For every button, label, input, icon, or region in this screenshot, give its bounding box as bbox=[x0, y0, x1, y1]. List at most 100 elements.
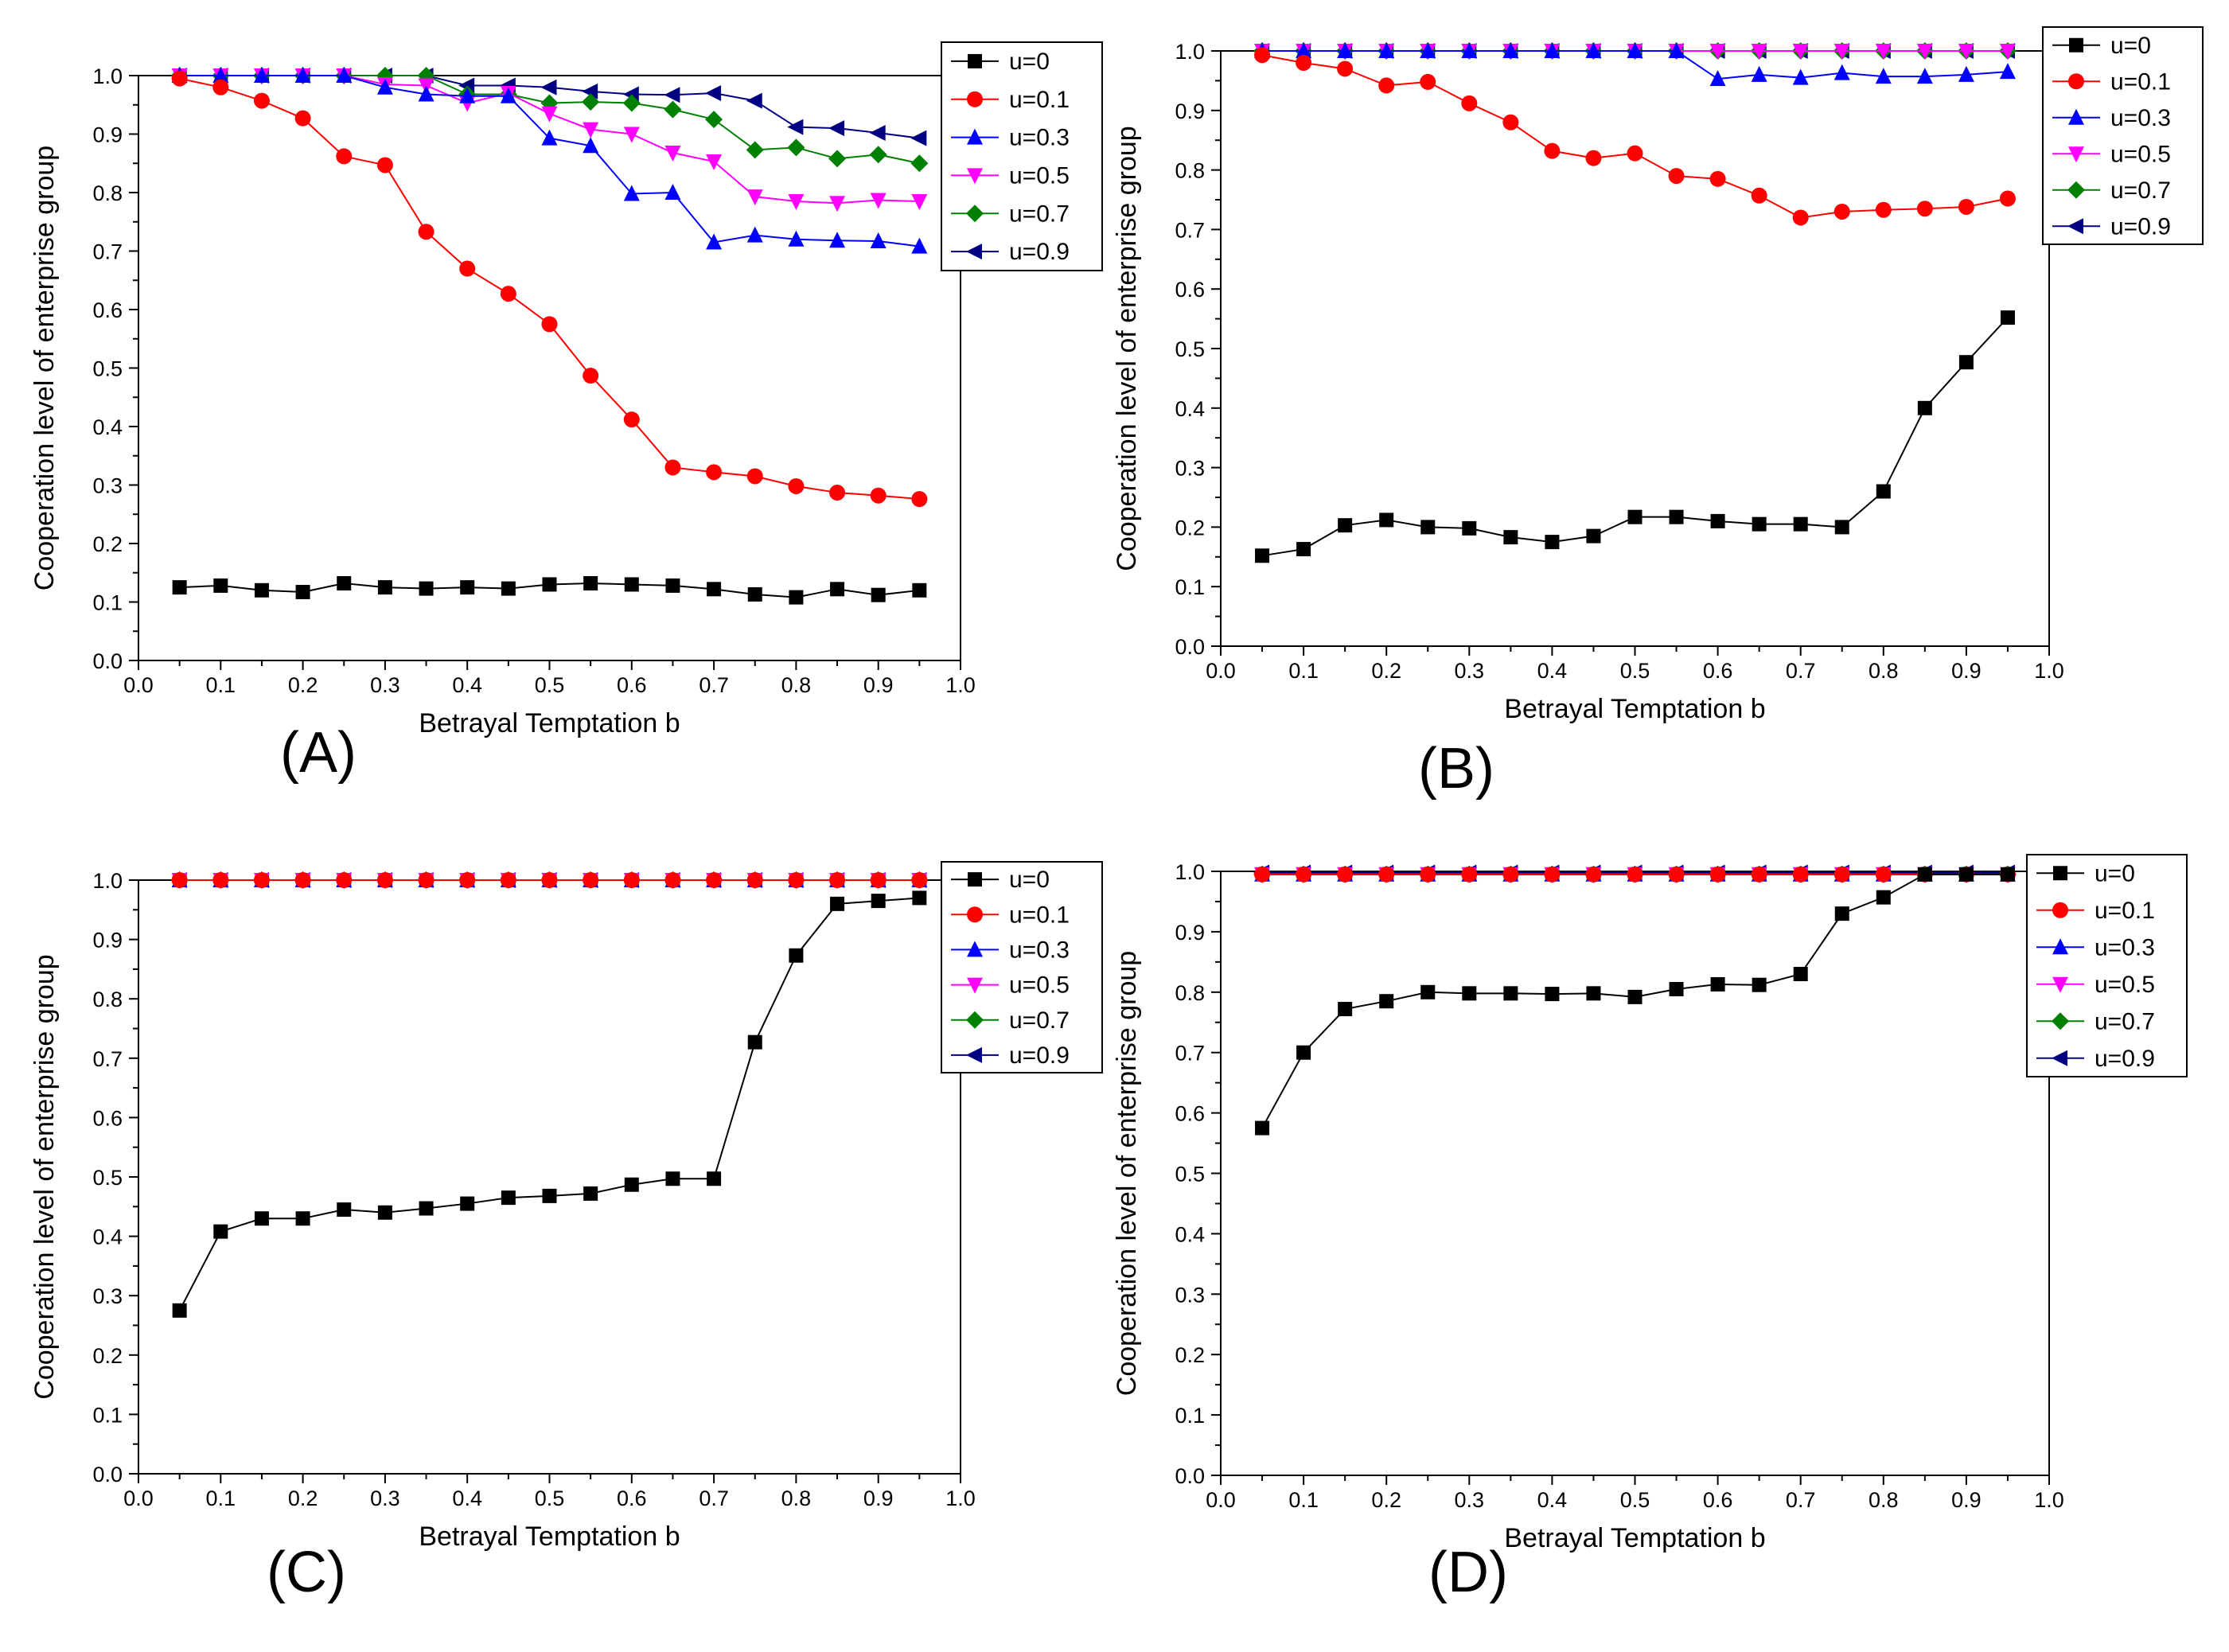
legend: u=0 u=0.1 u=0.3 u=0.5 u=0.7 u=0.9 bbox=[2042, 26, 2204, 245]
panel-label: (D) bbox=[1428, 1541, 1508, 1604]
legend-marker bbox=[967, 128, 983, 145]
y-tick-label: 1.0 bbox=[92, 64, 123, 88]
data-point bbox=[1627, 989, 1643, 1004]
legend-label: u=0 bbox=[2095, 860, 2135, 886]
data-point bbox=[500, 87, 516, 103]
x-tick-label: 0.6 bbox=[1703, 1488, 1733, 1512]
data-point bbox=[212, 79, 229, 95]
legend-label: u=0.5 bbox=[2095, 972, 2155, 998]
legend-marker bbox=[2052, 976, 2068, 993]
data-point bbox=[418, 872, 434, 888]
legend-marker bbox=[2052, 1012, 2069, 1031]
series-u=0.1 bbox=[1254, 866, 2016, 882]
data-point bbox=[622, 94, 641, 112]
data-point bbox=[2000, 867, 2015, 882]
x-axis-title: Betrayal Temptation b bbox=[419, 1521, 680, 1552]
x-tick-label: 0.3 bbox=[1455, 659, 1485, 683]
data-point bbox=[664, 146, 681, 162]
data-point bbox=[911, 237, 928, 254]
y-tick-label: 0.2 bbox=[1175, 516, 1205, 540]
data-point bbox=[1833, 64, 1850, 80]
data-point bbox=[623, 872, 640, 888]
data-point bbox=[1296, 42, 1312, 58]
data-point bbox=[1420, 42, 1436, 58]
legend-item: u=0.3 bbox=[951, 125, 1070, 151]
data-point bbox=[1916, 44, 1933, 60]
data-point bbox=[910, 154, 929, 173]
y-tick-label: 0.0 bbox=[92, 1463, 123, 1486]
data-point bbox=[705, 111, 723, 129]
data-point bbox=[1544, 142, 1561, 159]
y-axis-title: Cooperation level of enterprise group bbox=[1112, 126, 1142, 571]
data-point bbox=[1296, 1045, 1311, 1060]
y-tick-label: 0.0 bbox=[1175, 1464, 1205, 1488]
legend-label: u=0.9 bbox=[2095, 1046, 2155, 1072]
data-point bbox=[664, 100, 682, 119]
y-tick-label: 0.5 bbox=[1175, 1163, 1205, 1186]
data-point bbox=[787, 138, 805, 157]
y-tick-label: 1.0 bbox=[1175, 40, 1205, 64]
data-point bbox=[254, 582, 269, 598]
data-point bbox=[828, 150, 847, 168]
data-point bbox=[1999, 190, 2016, 207]
x-tick-label: 0.0 bbox=[123, 1486, 154, 1510]
data-point bbox=[1668, 168, 1685, 185]
data-point bbox=[1338, 1002, 1353, 1017]
data-point bbox=[706, 154, 723, 171]
x-tick-label: 0.0 bbox=[1206, 1488, 1236, 1512]
chart-panel-a: 0.0 0.1 0.2 0.3 0.4 0.5 0.6 0.7 0.8 0.9 1.0 0.0 0.1 0… bbox=[29, 41, 1103, 785]
legend-marker bbox=[967, 91, 983, 107]
legend-item: u=0.3 bbox=[2052, 105, 2171, 131]
x-tick-label: 0.4 bbox=[1537, 659, 1568, 683]
y-tick-label: 0.1 bbox=[92, 591, 123, 615]
data-point bbox=[747, 586, 762, 602]
data-point bbox=[501, 581, 516, 596]
x-axis-title: Betrayal Temptation b bbox=[1504, 694, 1765, 724]
data-point bbox=[1792, 68, 1809, 85]
data-point bbox=[1462, 520, 1477, 536]
data-point bbox=[1296, 866, 1312, 882]
data-point bbox=[1585, 42, 1602, 58]
data-point bbox=[747, 1034, 762, 1050]
legend-marker bbox=[966, 1046, 982, 1063]
legend-item: u=0.5 bbox=[951, 972, 1070, 999]
data-point bbox=[294, 872, 311, 888]
data-point bbox=[1254, 47, 1271, 64]
data-point bbox=[1420, 984, 1436, 999]
data-point bbox=[418, 85, 434, 102]
data-point bbox=[1586, 986, 1601, 1001]
y-tick-label: 0.7 bbox=[1175, 218, 1205, 242]
data-point bbox=[1337, 42, 1354, 58]
legend-marker bbox=[2068, 108, 2084, 125]
data-point bbox=[706, 233, 723, 250]
data-point bbox=[829, 232, 846, 248]
data-point bbox=[254, 1211, 269, 1226]
data-point bbox=[294, 67, 311, 83]
y-tick-label: 0.1 bbox=[92, 1403, 123, 1427]
y-tick-label: 1.0 bbox=[1175, 860, 1205, 884]
legend-marker bbox=[2067, 181, 2085, 199]
x-tick-label: 0.4 bbox=[452, 673, 482, 697]
data-point bbox=[500, 872, 516, 888]
data-point bbox=[1917, 867, 1932, 882]
legend-label: u=0.1 bbox=[2095, 898, 2155, 924]
plot-frame bbox=[1220, 871, 2050, 1476]
legend-item: u=0.5 bbox=[2052, 141, 2171, 167]
data-point bbox=[1875, 68, 1892, 84]
data-point bbox=[583, 575, 598, 590]
legend-label: u=0.9 bbox=[1009, 1042, 1070, 1069]
data-point bbox=[1545, 535, 1560, 550]
x-tick-label: 0.1 bbox=[206, 673, 236, 697]
y-tick-label: 1.0 bbox=[92, 869, 123, 893]
data-point bbox=[1834, 520, 1849, 535]
legend: u=0 u=0.1 u=0.3 u=0.5 u=0.7 u=0.9 bbox=[2026, 854, 2188, 1077]
series-u=0.1 bbox=[171, 70, 928, 508]
data-point bbox=[911, 194, 928, 211]
data-point bbox=[1254, 866, 1271, 882]
data-point bbox=[377, 1205, 392, 1220]
series-u=0 bbox=[1255, 310, 2015, 563]
data-point bbox=[1669, 982, 1684, 997]
legend-box bbox=[2026, 854, 2188, 1077]
data-point bbox=[1627, 42, 1643, 58]
data-point bbox=[1669, 509, 1684, 524]
